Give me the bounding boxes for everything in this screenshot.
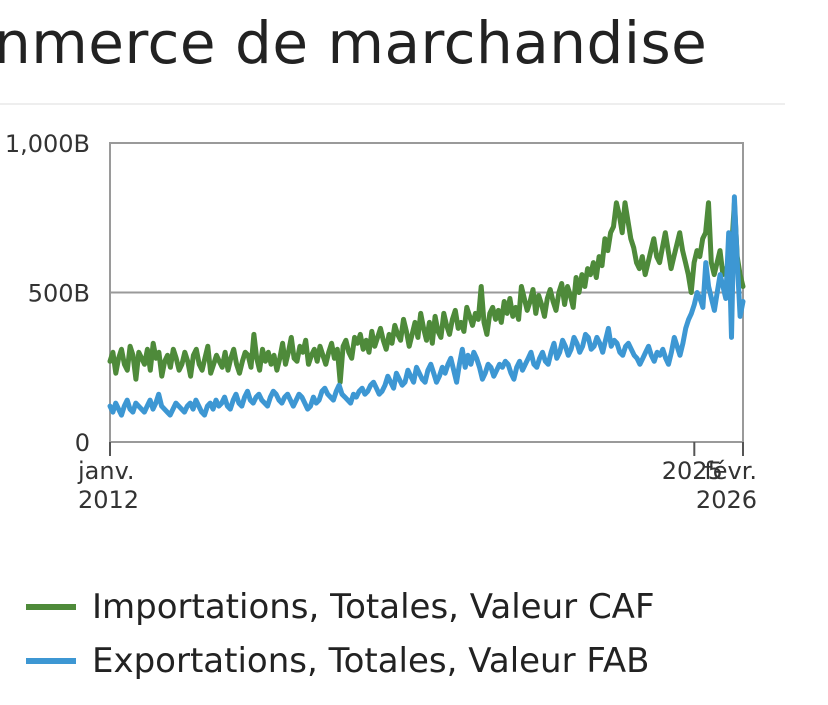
x-tick-label: janv. bbox=[77, 457, 135, 485]
y-tick-label: 1,000B bbox=[5, 130, 90, 158]
series-layer bbox=[107, 194, 746, 418]
plot-frame bbox=[109, 142, 744, 443]
series-line-imports bbox=[107, 200, 746, 385]
legend-label-imports: Importations, Totales, Valeur CAF bbox=[92, 587, 655, 627]
legend-item-exports[interactable]: Exportations, Totales, Valeur FAB bbox=[26, 634, 655, 688]
x-tick-label: févr. bbox=[704, 457, 757, 485]
series-line-exports bbox=[107, 194, 746, 418]
x-tick-label: 2012 bbox=[78, 486, 139, 514]
legend-label-exports: Exportations, Totales, Valeur FAB bbox=[92, 641, 650, 681]
chart-axes bbox=[109, 142, 744, 456]
title-divider bbox=[0, 103, 785, 105]
legend-item-imports[interactable]: Importations, Totales, Valeur CAF bbox=[26, 580, 655, 634]
legend-swatch-imports bbox=[26, 604, 76, 610]
chart-title: nmerce de marchandise bbox=[0, 9, 708, 77]
x-tick-label: 2025 bbox=[662, 457, 723, 485]
x-tick-label: 2026 bbox=[696, 486, 757, 514]
y-tick-label: 500B bbox=[28, 280, 90, 308]
chart-legend: Importations, Totales, Valeur CAF Export… bbox=[26, 580, 655, 688]
y-tick-label: 0 bbox=[75, 429, 90, 457]
legend-swatch-exports bbox=[26, 658, 76, 664]
